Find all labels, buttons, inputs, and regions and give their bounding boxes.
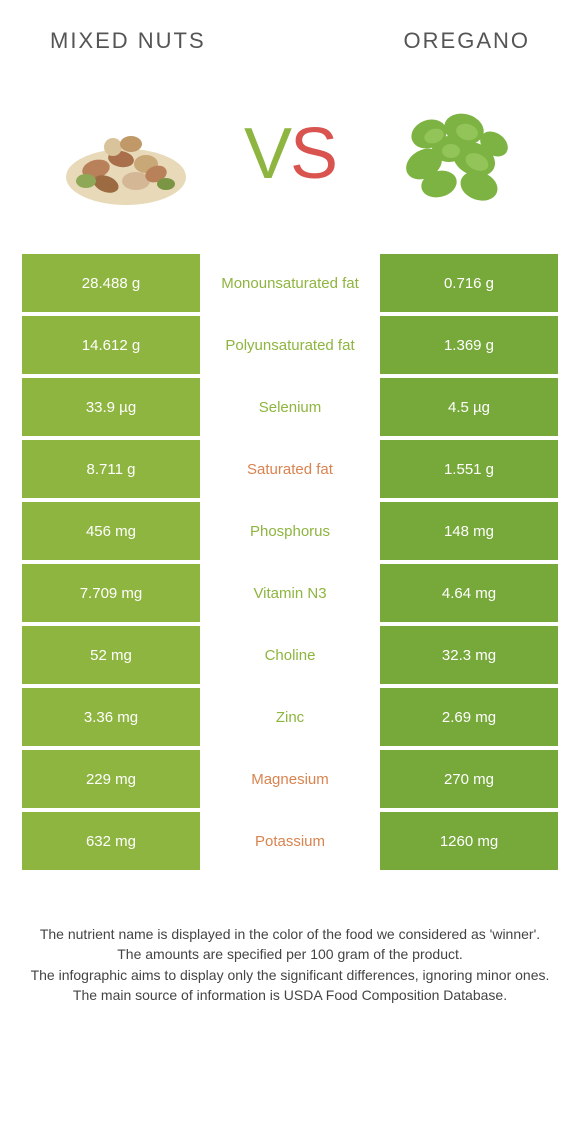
nutrient-label-cell: Saturated fat [200, 440, 380, 498]
right-value-cell: 4.5 µg [380, 378, 558, 436]
left-value-cell: 456 mg [22, 502, 200, 560]
table-row: 52 mgCholine32.3 mg [22, 626, 558, 684]
left-value-cell: 229 mg [22, 750, 200, 808]
nutrient-label-cell: Zinc [200, 688, 380, 746]
left-value-cell: 33.9 µg [22, 378, 200, 436]
right-value-cell: 32.3 mg [380, 626, 558, 684]
comparison-table: 28.488 gMonounsaturated fat0.716 g14.612… [0, 254, 580, 870]
nuts-icon [51, 99, 201, 209]
right-value-cell: 0.716 g [380, 254, 558, 312]
left-value-cell: 28.488 g [22, 254, 200, 312]
footer-line: The nutrient name is displayed in the co… [30, 924, 550, 944]
mixed-nuts-image [51, 94, 201, 214]
right-value-cell: 2.69 mg [380, 688, 558, 746]
table-row: 3.36 mgZinc2.69 mg [22, 688, 558, 746]
left-food-title: Mixed nuts [50, 28, 206, 54]
right-value-cell: 1260 mg [380, 812, 558, 870]
hero-row: VS [0, 64, 580, 254]
left-value-cell: 8.711 g [22, 440, 200, 498]
right-value-cell: 4.64 mg [380, 564, 558, 622]
right-value-cell: 270 mg [380, 750, 558, 808]
oregano-image [379, 94, 529, 214]
table-row: 632 mgPotassium1260 mg [22, 812, 558, 870]
table-row: 8.711 gSaturated fat1.551 g [22, 440, 558, 498]
vs-s: S [290, 114, 336, 194]
nutrient-label-cell: Polyunsaturated fat [200, 316, 380, 374]
vs-label: VS [244, 113, 336, 195]
footer-line: The main source of information is USDA F… [30, 985, 550, 1005]
nutrient-label-cell: Phosphorus [200, 502, 380, 560]
table-row: 14.612 gPolyunsaturated fat1.369 g [22, 316, 558, 374]
header: Mixed nuts Oregano [0, 0, 580, 64]
table-row: 28.488 gMonounsaturated fat0.716 g [22, 254, 558, 312]
nutrient-label-cell: Selenium [200, 378, 380, 436]
right-value-cell: 1.551 g [380, 440, 558, 498]
nutrient-label-cell: Potassium [200, 812, 380, 870]
left-value-cell: 52 mg [22, 626, 200, 684]
oregano-icon [379, 94, 529, 214]
left-value-cell: 14.612 g [22, 316, 200, 374]
right-value-cell: 148 mg [380, 502, 558, 560]
nutrient-label-cell: Magnesium [200, 750, 380, 808]
footer-line: The amounts are specified per 100 gram o… [30, 944, 550, 964]
left-value-cell: 3.36 mg [22, 688, 200, 746]
left-value-cell: 7.709 mg [22, 564, 200, 622]
table-row: 33.9 µgSelenium4.5 µg [22, 378, 558, 436]
table-row: 456 mgPhosphorus148 mg [22, 502, 558, 560]
nutrient-label-cell: Choline [200, 626, 380, 684]
left-value-cell: 632 mg [22, 812, 200, 870]
footer-notes: The nutrient name is displayed in the co… [0, 874, 580, 1005]
footer-line: The infographic aims to display only the… [30, 965, 550, 985]
right-food-title: Oregano [404, 28, 530, 54]
table-row: 229 mgMagnesium270 mg [22, 750, 558, 808]
nutrient-label-cell: Vitamin N3 [200, 564, 380, 622]
nutrient-label-cell: Monounsaturated fat [200, 254, 380, 312]
table-row: 7.709 mgVitamin N34.64 mg [22, 564, 558, 622]
right-value-cell: 1.369 g [380, 316, 558, 374]
vs-v: V [244, 114, 290, 194]
